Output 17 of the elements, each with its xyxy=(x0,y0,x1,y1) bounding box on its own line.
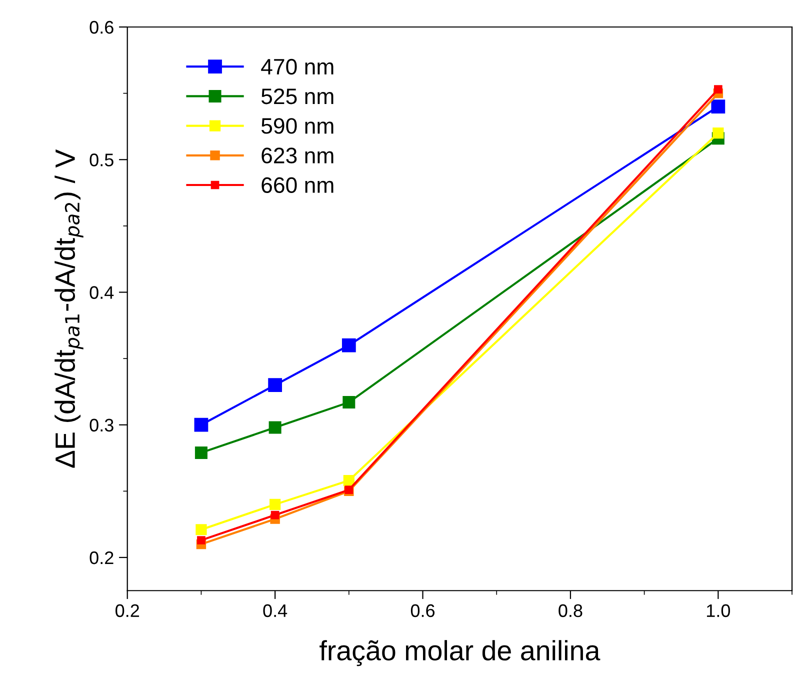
y-tick-label: 0.3 xyxy=(90,418,114,432)
legend-label: 525 nm xyxy=(261,88,334,104)
y-tick-label: 0.6 xyxy=(90,20,114,34)
x-tick-label: 0.2 xyxy=(116,604,140,618)
y-tick-label: 0.2 xyxy=(90,551,114,564)
x-axis-title: fração molar de anilina xyxy=(320,640,600,666)
legend-label: 470 nm xyxy=(261,58,334,75)
x-tick-label: 0.4 xyxy=(263,604,288,618)
y-tick-label: 0.4 xyxy=(90,286,114,299)
legend-label: 590 nm xyxy=(261,118,334,134)
x-tick-label: 1.0 xyxy=(706,604,730,618)
x-tick-label: 0.8 xyxy=(558,604,582,618)
y-tick-label: 0.5 xyxy=(90,154,114,166)
x-tick-label: 0.6 xyxy=(410,604,435,618)
y-axis-title: ΔE (dA/dt$_{pa1}$-dA/dt$_{pa2}$) / V xyxy=(54,149,84,468)
legend-label: 660 nm xyxy=(262,177,334,194)
legend-label: 623 nm xyxy=(262,148,334,164)
